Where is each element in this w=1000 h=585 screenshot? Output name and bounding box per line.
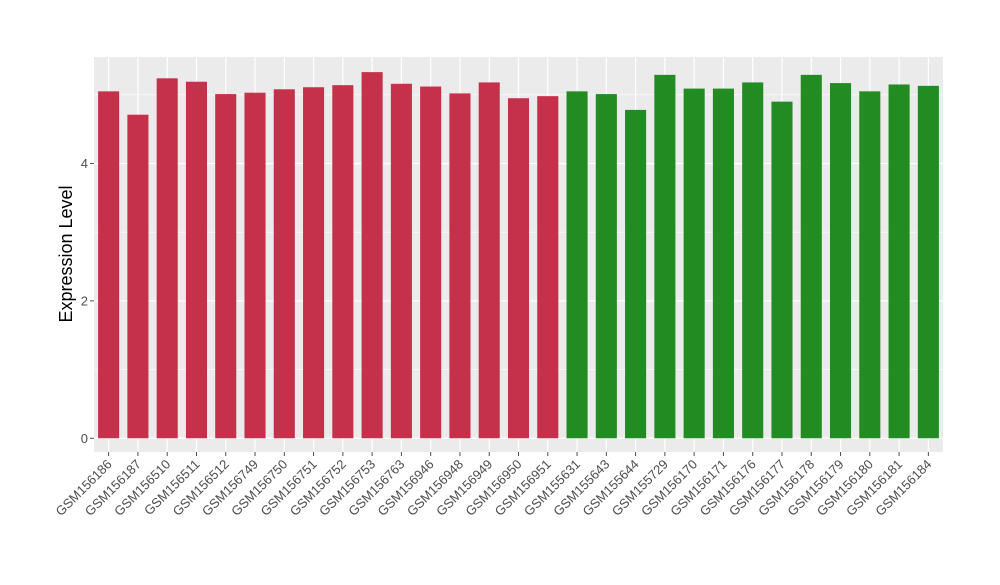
bar [98, 91, 120, 439]
bar [478, 82, 500, 439]
bar [625, 109, 647, 439]
bar [332, 85, 354, 439]
bar [595, 94, 617, 439]
bar [566, 91, 588, 439]
bars [98, 72, 939, 439]
bar [917, 85, 939, 439]
y-tick-label: 0 [81, 431, 88, 446]
bar [303, 87, 325, 439]
bar [888, 84, 910, 439]
bar [273, 89, 295, 439]
bar [683, 88, 705, 439]
bar [712, 88, 734, 439]
bar [859, 91, 881, 439]
bar [156, 78, 178, 439]
y-tick-label: 4 [81, 156, 88, 171]
y-axis: 0 2 4 [81, 156, 94, 446]
bar [829, 83, 852, 439]
bar [537, 96, 559, 439]
bar [420, 86, 442, 439]
bar [800, 74, 822, 439]
x-axis: GSM156186GSM156187GSM156510GSM156511GSM1… [53, 452, 934, 519]
bar [507, 98, 530, 439]
bar [244, 92, 266, 439]
bar [185, 81, 208, 439]
bar [127, 114, 149, 439]
bar [215, 94, 237, 439]
bar [742, 82, 764, 439]
bar [361, 72, 383, 439]
y-axis-title: Expression Level [56, 185, 76, 322]
bar [449, 93, 471, 439]
bar [390, 83, 412, 439]
bar [654, 74, 676, 439]
bar [771, 101, 793, 439]
y-tick-label: 2 [81, 293, 88, 308]
